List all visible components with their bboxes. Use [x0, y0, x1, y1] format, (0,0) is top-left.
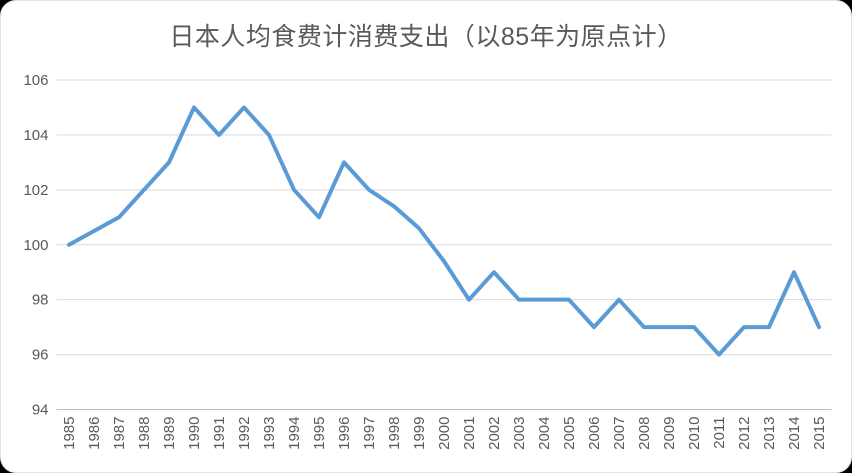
x-axis-tick-label: 2011 — [711, 417, 728, 449]
x-axis-tick-label: 2005 — [561, 417, 578, 450]
x-axis-tick-label: 2010 — [686, 417, 703, 450]
x-axis-tick-label: 1995 — [311, 417, 328, 450]
y-axis-tick-label: 96 — [32, 347, 49, 364]
x-axis-tick-label: 1998 — [386, 417, 403, 450]
x-axis-tick-label: 1999 — [411, 417, 428, 450]
y-axis-tick-label: 94 — [32, 402, 49, 419]
x-axis-tick-label: 2014 — [786, 417, 803, 450]
x-axis-tick-label: 2015 — [811, 417, 828, 450]
x-axis-tick-label: 2006 — [586, 417, 603, 450]
x-axis-tick-label: 2003 — [511, 417, 528, 450]
data-line-series — [67, 105, 821, 357]
x-axis-tick-label: 1987 — [111, 417, 128, 450]
y-axis-tick-label: 102 — [23, 182, 48, 199]
x-axis-tick-label: 1992 — [236, 417, 253, 450]
x-axis-tick-label: 2002 — [486, 417, 503, 450]
x-axis-tick-label: 1986 — [86, 417, 103, 450]
x-axis-tick-label: 2007 — [611, 417, 628, 450]
y-axis-tick-label: 106 — [23, 72, 48, 89]
x-axis-tick-label: 2001 — [461, 417, 478, 450]
x-axis-tick-label: 2013 — [761, 417, 778, 450]
x-axis-tick-label: 2004 — [536, 417, 553, 450]
x-axis-tick-label: 1993 — [261, 417, 278, 450]
x-axis-tick-label: 2012 — [736, 417, 753, 450]
chart-title: 日本人均食费计消费支出（以85年为原点计） — [169, 23, 683, 51]
x-axis-tick-label: 1997 — [361, 417, 378, 450]
y-axis-tick-label: 104 — [23, 127, 48, 144]
x-axis-tick-label: 1988 — [136, 417, 153, 450]
x-axis-tick-label: 1989 — [161, 417, 178, 450]
x-axis-tick-label: 1996 — [336, 417, 353, 450]
x-axis-tick-label: 1990 — [186, 417, 203, 450]
x-axis-tick-label: 2008 — [636, 417, 653, 450]
y-axis-tick-label: 98 — [32, 292, 49, 309]
x-axis-tick-label: 2009 — [661, 417, 678, 450]
y-axis-tick-label: 100 — [23, 237, 48, 254]
x-axis-tick-label: 1991 — [211, 417, 228, 450]
x-axis-tick-label: 2000 — [436, 417, 453, 450]
x-axis-tick-label: 1994 — [286, 417, 303, 450]
x-axis-tick-label: 1985 — [61, 417, 78, 450]
